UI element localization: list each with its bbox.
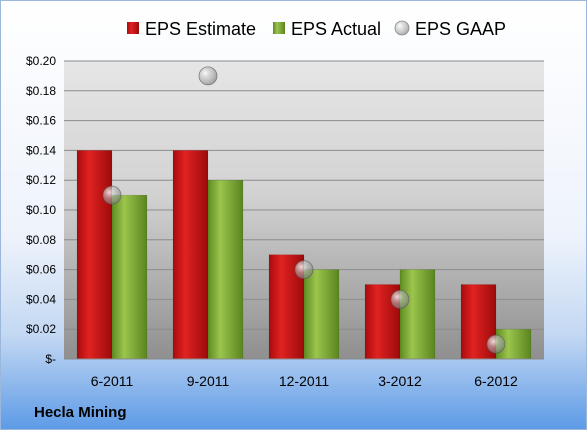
bar-eps-estimate — [172, 150, 209, 360]
legend: EPS Estimate EPS Actual EPS GAAP — [127, 19, 506, 39]
legend-swatch-estimate — [127, 22, 139, 34]
y-axis-tick-labels: $- $0.02 $0.04 $0.06 $0.08 $0.10 $0.12 $0.14 $0.… — [26, 54, 56, 366]
y-tick-label: $0.20 — [26, 54, 56, 68]
legend-item-gaap: EPS GAAP — [394, 19, 506, 39]
y-tick-label: $0.10 — [26, 203, 56, 217]
y-tick-label: $0.04 — [26, 292, 56, 306]
x-axis-category-labels: 6-2011 9-2011 12-2011 3-2012 6-2012 — [91, 373, 518, 389]
bars — [76, 150, 532, 360]
legend-item-actual: EPS Actual — [273, 19, 381, 39]
x-category-label: 3-2012 — [378, 373, 422, 389]
point-eps-gaap — [486, 334, 506, 354]
point-eps-gaap — [198, 66, 218, 86]
y-tick-label: $0.12 — [26, 173, 56, 187]
bar-eps-actual — [303, 269, 340, 360]
bar-eps-actual — [399, 269, 436, 360]
company-name: Hecla Mining — [34, 404, 127, 421]
point-eps-gaap — [294, 260, 314, 280]
y-tick-label: $0.06 — [26, 263, 56, 277]
x-category-label: 12-2011 — [279, 373, 330, 389]
bar-eps-actual — [111, 194, 148, 360]
x-category-label: 6-2011 — [91, 373, 134, 389]
point-eps-gaap — [390, 289, 410, 309]
y-tick-label: $0.18 — [26, 84, 56, 98]
legend-label-actual: EPS Actual — [291, 19, 381, 39]
y-tick-label: $0.14 — [26, 143, 56, 157]
x-category-label: 9-2011 — [187, 373, 230, 389]
legend-marker-gaap — [394, 20, 410, 36]
y-tick-label: $0.02 — [26, 322, 56, 336]
bar-eps-estimate — [76, 150, 113, 360]
point-eps-gaap — [102, 185, 122, 205]
legend-swatch-actual — [273, 22, 285, 34]
legend-label-estimate: EPS Estimate — [145, 19, 256, 39]
bar-eps-actual — [207, 179, 244, 360]
gaap-points — [102, 66, 506, 354]
y-tick-label: $0.08 — [26, 233, 56, 247]
y-tick-label: $- — [45, 352, 56, 366]
legend-label-gaap: EPS GAAP — [415, 19, 506, 39]
x-category-label: 6-2012 — [474, 373, 518, 389]
legend-item-estimate: EPS Estimate — [127, 19, 256, 39]
y-tick-label: $0.16 — [26, 114, 56, 128]
